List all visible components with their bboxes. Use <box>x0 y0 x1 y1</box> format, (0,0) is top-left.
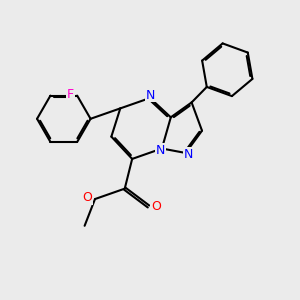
Text: O: O <box>82 191 92 204</box>
Text: N: N <box>156 143 165 157</box>
Text: F: F <box>67 88 74 100</box>
Text: N: N <box>146 88 155 101</box>
Text: N: N <box>183 148 193 161</box>
Text: O: O <box>151 200 161 213</box>
